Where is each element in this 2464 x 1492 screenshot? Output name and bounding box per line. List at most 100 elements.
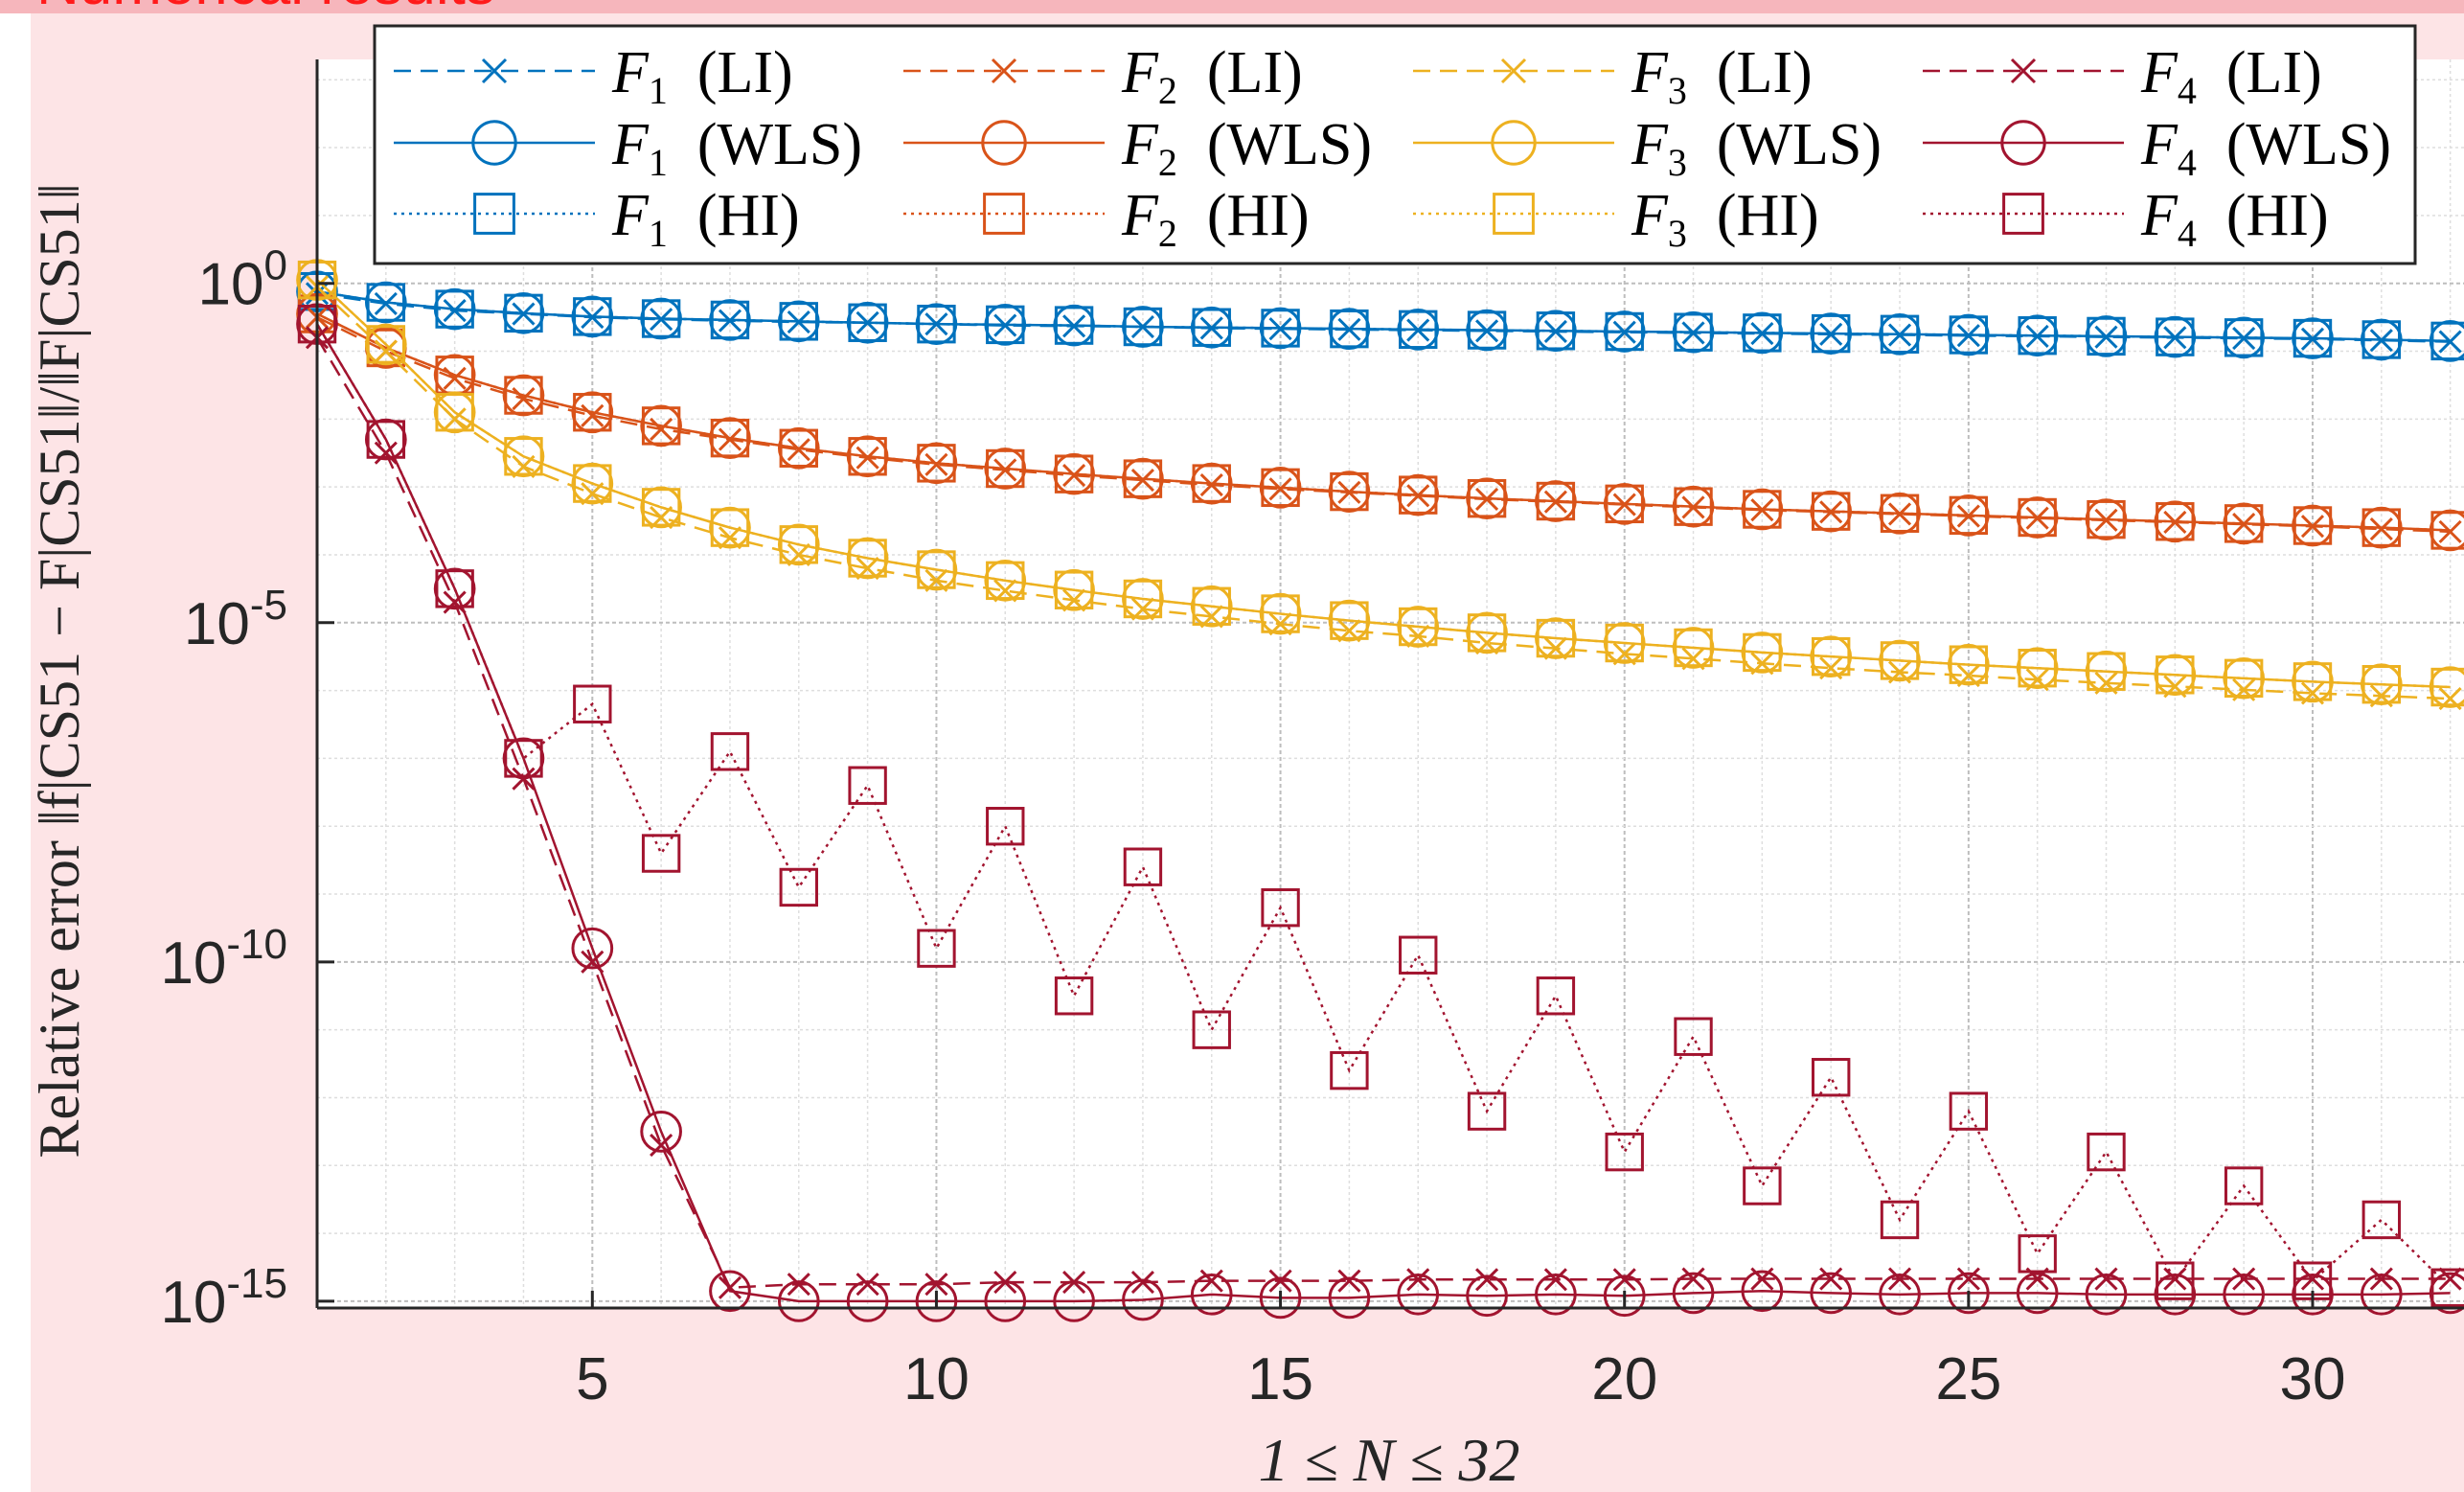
legend-swatch-marker xyxy=(473,193,515,235)
data-point xyxy=(848,539,887,578)
data-point xyxy=(1949,315,1989,355)
data-point xyxy=(1054,570,1094,609)
data-point xyxy=(984,1280,1027,1322)
legend-item: F1 (WLS) xyxy=(394,112,862,184)
data-point xyxy=(2018,497,2057,538)
slide-header-bar xyxy=(0,0,2464,13)
data-point xyxy=(641,488,681,527)
data-point xyxy=(718,1275,742,1299)
data-point xyxy=(1956,1267,1980,1291)
data-point xyxy=(364,323,407,366)
data-point xyxy=(848,437,887,476)
series-line xyxy=(316,312,2451,532)
data-point xyxy=(1535,1273,1577,1316)
legend-item: F3 (WLS) xyxy=(1413,112,1882,184)
data-point xyxy=(1053,568,1095,611)
data-point xyxy=(1261,309,1300,348)
x-tick-label: 5 xyxy=(576,1346,608,1412)
legend-item: F1 (LI) xyxy=(394,40,793,112)
data-point xyxy=(1536,618,1576,658)
data-point xyxy=(1268,477,1292,501)
data-point xyxy=(1192,1010,1231,1049)
data-point xyxy=(650,417,673,442)
data-point xyxy=(2087,652,2126,691)
legend-item: F2 (HI) xyxy=(903,183,1310,255)
x-tick-label: 10 xyxy=(903,1346,970,1412)
data-point xyxy=(2438,519,2462,543)
data-point xyxy=(1261,468,1300,508)
data-point xyxy=(435,289,474,329)
data-point xyxy=(710,508,750,547)
data-point xyxy=(2087,1132,2126,1172)
data-point xyxy=(856,1273,879,1297)
data-point xyxy=(502,435,545,478)
data-point xyxy=(2016,1272,2059,1315)
data-point xyxy=(1467,478,1507,518)
series-line xyxy=(316,289,2451,343)
data-point xyxy=(709,506,751,549)
data-point xyxy=(1123,307,1163,347)
data-point xyxy=(2156,1261,2195,1300)
legend-swatch-marker xyxy=(471,120,517,166)
data-point xyxy=(1130,1271,1154,1295)
y-tick-label: 10-15 xyxy=(160,1260,287,1336)
data-point xyxy=(1672,1272,1715,1315)
legend-swatch-marker xyxy=(481,57,508,84)
data-point xyxy=(640,404,682,448)
data-point xyxy=(2429,320,2464,362)
legend-label: F4 (HI) xyxy=(2140,183,2329,255)
x-tick-label: 25 xyxy=(1935,1346,2001,1412)
data-point xyxy=(779,525,818,564)
data-point xyxy=(2224,318,2264,357)
data-point xyxy=(1811,313,1851,354)
data-point xyxy=(709,1270,751,1313)
y-tick-label: 100 xyxy=(198,242,287,318)
data-point xyxy=(650,1133,673,1158)
data-point xyxy=(2224,504,2264,543)
data-point xyxy=(917,304,956,344)
data-point xyxy=(1259,592,1302,635)
data-point xyxy=(1743,632,1782,673)
data-point xyxy=(1399,310,1438,350)
data-point xyxy=(709,417,751,459)
data-point xyxy=(1399,935,1438,975)
data-point xyxy=(1880,1200,1920,1240)
data-point xyxy=(1337,1269,1361,1293)
data-point xyxy=(1062,464,1086,488)
data-point xyxy=(1603,622,1646,664)
data-point xyxy=(1543,1268,1567,1292)
series-line xyxy=(315,323,2451,1303)
x-axis-title: 1 ≤ N ≤ 32 xyxy=(1259,1426,1520,1492)
data-point xyxy=(1674,1017,1713,1056)
series-11 xyxy=(296,303,2464,1322)
data-point xyxy=(1949,495,1989,536)
x-tick-label: 15 xyxy=(1247,1346,1313,1412)
data-point xyxy=(366,283,406,322)
legend-swatch-marker xyxy=(1500,57,1527,84)
data-point xyxy=(993,458,1017,482)
data-point xyxy=(1053,1280,1095,1322)
data-point xyxy=(915,442,958,485)
data-point xyxy=(374,339,398,363)
data-point xyxy=(777,523,820,566)
legend-item: F3 (LI) xyxy=(1413,40,1813,112)
legend-label: F4 (LI) xyxy=(2140,40,2322,112)
data-point xyxy=(1130,468,1154,493)
data-point xyxy=(1674,312,1713,352)
data-point xyxy=(2361,508,2402,547)
data-point xyxy=(1467,613,1507,653)
data-point xyxy=(2156,317,2195,356)
data-point xyxy=(1054,306,1094,345)
legend-label: F3 (LI) xyxy=(1631,40,1813,112)
data-point xyxy=(984,560,1027,602)
data-point xyxy=(2094,1267,2118,1291)
legend-label: F3 (WLS) xyxy=(1631,112,1882,184)
legend-label: F2 (WLS) xyxy=(1121,112,1372,184)
data-point xyxy=(573,393,612,432)
series-9 xyxy=(297,260,2464,707)
data-point xyxy=(502,374,545,417)
data-point xyxy=(2361,1200,2402,1240)
series-12 xyxy=(297,304,2464,1307)
data-point xyxy=(641,834,681,873)
